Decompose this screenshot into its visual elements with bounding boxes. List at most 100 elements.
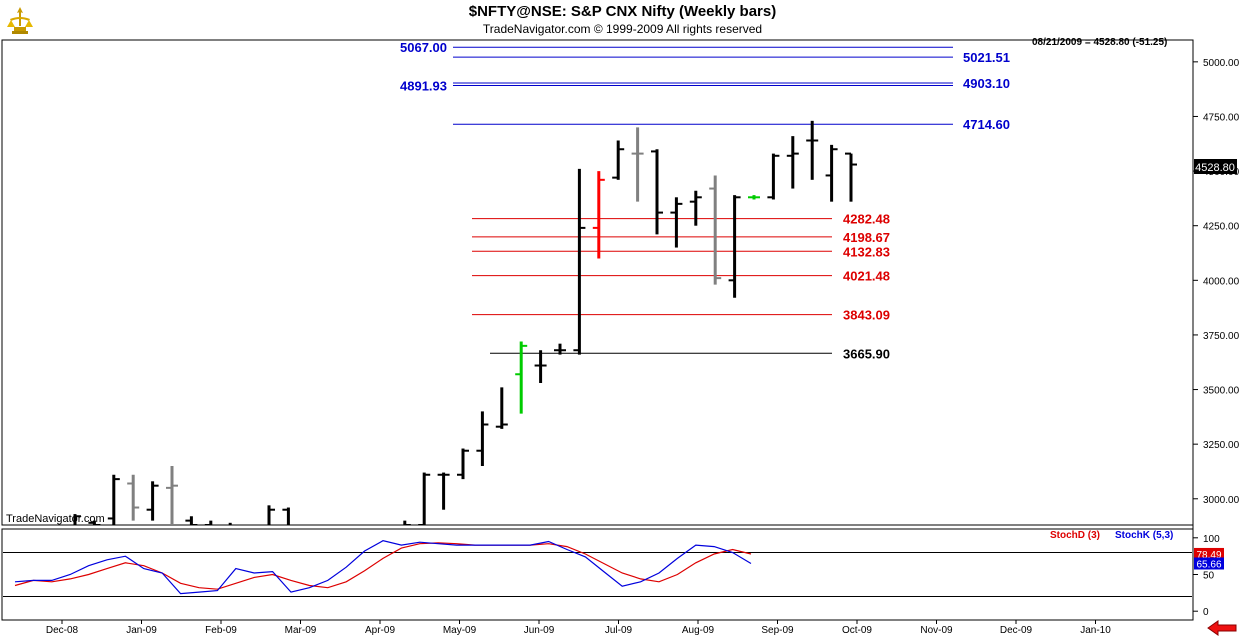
ohlc-bar xyxy=(127,474,140,521)
trade-navigator-logo-icon xyxy=(7,7,33,34)
ohlc-bar xyxy=(825,144,838,202)
ohlc-bar xyxy=(534,350,547,383)
ohlc-bar xyxy=(302,525,314,538)
ohlc-bar xyxy=(806,120,819,180)
price-tick-label: 5000.00 xyxy=(1203,58,1240,69)
level-label: 3665.90 xyxy=(843,346,890,361)
ohlc-bar xyxy=(728,195,741,298)
ohlc-bar xyxy=(437,472,450,510)
ohlc-bar xyxy=(515,341,528,414)
legend-stochk: StochK (5,3) xyxy=(1115,530,1173,541)
price-tick-label: 4750.00 xyxy=(1203,112,1240,123)
main-panel-border xyxy=(1,39,1194,526)
copyright-text: TradeNavigator.com © 1999-2009 All right… xyxy=(482,22,763,36)
price-bars xyxy=(73,120,857,545)
level-label: 4282.48 xyxy=(843,212,890,227)
stoch-axis: 0 50 100 xyxy=(1193,534,1220,618)
stoch-panel-border xyxy=(1,528,1194,621)
ohlc-bar xyxy=(592,171,605,259)
price-tick-label: 3750.00 xyxy=(1203,331,1240,342)
stochd-value-box xyxy=(1194,547,1224,560)
ohlc-bar xyxy=(403,520,411,525)
time-tick-label: Jan-10 xyxy=(1080,625,1111,636)
ohlc-bar xyxy=(282,507,290,525)
last-price-label: 4528.80 xyxy=(1195,162,1235,174)
ohlc-bar xyxy=(166,466,178,525)
price-tick-label: 3250.00 xyxy=(1203,440,1240,451)
ohlc-bar xyxy=(495,387,508,429)
ohlc-bar xyxy=(573,168,586,355)
level-label: 4891.93 xyxy=(400,78,447,93)
fibonacci-levels: 5067.00 5021.51 4903.10 4891.93 4714.60 4282.… xyxy=(400,40,1010,361)
last-price-box xyxy=(1194,159,1237,174)
level-label: 5067.00 xyxy=(400,40,447,55)
ohlc-bar xyxy=(341,529,353,542)
time-tick-label: Feb-09 xyxy=(205,625,237,636)
ohlc-bar xyxy=(651,149,663,235)
stoch-tick-label: 50 xyxy=(1203,571,1215,582)
time-tick-label: May-09 xyxy=(443,625,477,636)
price-tick-label: 3000.00 xyxy=(1203,495,1240,506)
ohlc-bar xyxy=(228,522,232,525)
ohlc-bar xyxy=(748,195,760,200)
ohlc-bar xyxy=(88,520,101,525)
last-quote-text: 08/21/2009 = 4528.80 (-51.25) xyxy=(1032,37,1168,48)
ohlc-bar xyxy=(204,520,213,525)
time-tick-label: Jan-09 xyxy=(126,625,157,636)
level-label: 4021.48 xyxy=(843,269,890,284)
price-tick-label: 3500.00 xyxy=(1203,386,1240,397)
stochk-value-box xyxy=(1194,557,1224,570)
level-label: 5021.51 xyxy=(963,50,1010,65)
price-tick-label: 4250.00 xyxy=(1203,222,1240,233)
price-axis: 3000.00 3250.00 3500.00 3750.00 4000.00 4250.… xyxy=(1193,58,1240,506)
stochk-value-label: 65.66 xyxy=(1196,559,1221,570)
ohlc-bar xyxy=(709,175,722,285)
ohlc-bar xyxy=(670,197,683,248)
ohlc-bar xyxy=(612,140,625,180)
chart-title: $NFTY@NSE: S&P CNX Nifty (Weekly bars) xyxy=(468,3,777,20)
ohlc-bar xyxy=(185,516,198,525)
stoch-reference-lines xyxy=(3,551,1192,598)
ohlc-bar xyxy=(786,136,799,189)
level-label: 4132.83 xyxy=(843,244,890,259)
ohlc-bar xyxy=(631,127,644,202)
level-label: 4714.60 xyxy=(963,117,1010,132)
stoch-lines xyxy=(14,540,752,595)
ohlc-bar xyxy=(476,411,489,467)
ohlc-bar xyxy=(457,448,469,480)
ohlc-bar xyxy=(107,474,120,525)
stochk-line xyxy=(14,540,752,595)
last-price-marker: 4528.80 xyxy=(1194,159,1237,174)
level-label: 4903.10 xyxy=(963,76,1010,91)
time-axis: Dec-08 Jan-09 Feb-09 Mar-09 Apr-09 May-09 Jun-… xyxy=(46,620,1111,636)
time-tick-label: Mar-09 xyxy=(285,625,317,636)
time-tick-label: Jul-09 xyxy=(605,625,633,636)
ohlc-bar xyxy=(689,190,702,226)
watermark-text: TradeNavigator.com xyxy=(6,513,105,525)
ohlc-bar xyxy=(767,153,780,200)
ohlc-bar xyxy=(73,514,81,525)
ohlc-bar xyxy=(554,343,566,355)
legend-stochd: StochD (3) xyxy=(1050,530,1100,541)
time-tick-label: Apr-09 xyxy=(365,625,395,636)
scroll-left-arrow-icon[interactable] xyxy=(1206,619,1238,637)
time-tick-label: Aug-09 xyxy=(682,625,715,636)
time-tick-label: Dec-08 xyxy=(46,625,79,636)
price-tick-label: 4000.00 xyxy=(1203,276,1240,287)
ohlc-bar xyxy=(244,525,256,536)
time-tick-label: Oct-09 xyxy=(842,625,872,636)
time-tick-label: Jun-09 xyxy=(524,625,555,636)
stoch-legend: StochD (3) StochK (5,3) xyxy=(1050,530,1173,541)
ohlc-bar xyxy=(418,472,431,525)
time-tick-label: Nov-09 xyxy=(920,625,953,636)
stoch-tick-label: 0 xyxy=(1203,607,1209,618)
ohlc-bar xyxy=(360,532,372,545)
stoch-tick-label: 100 xyxy=(1203,534,1220,545)
time-tick-label: Sep-09 xyxy=(761,625,794,636)
ohlc-bar xyxy=(267,505,275,525)
stochd-value-label: 78.49 xyxy=(1196,550,1221,561)
level-label: 3843.09 xyxy=(843,308,890,323)
ohlc-bar xyxy=(146,481,159,521)
